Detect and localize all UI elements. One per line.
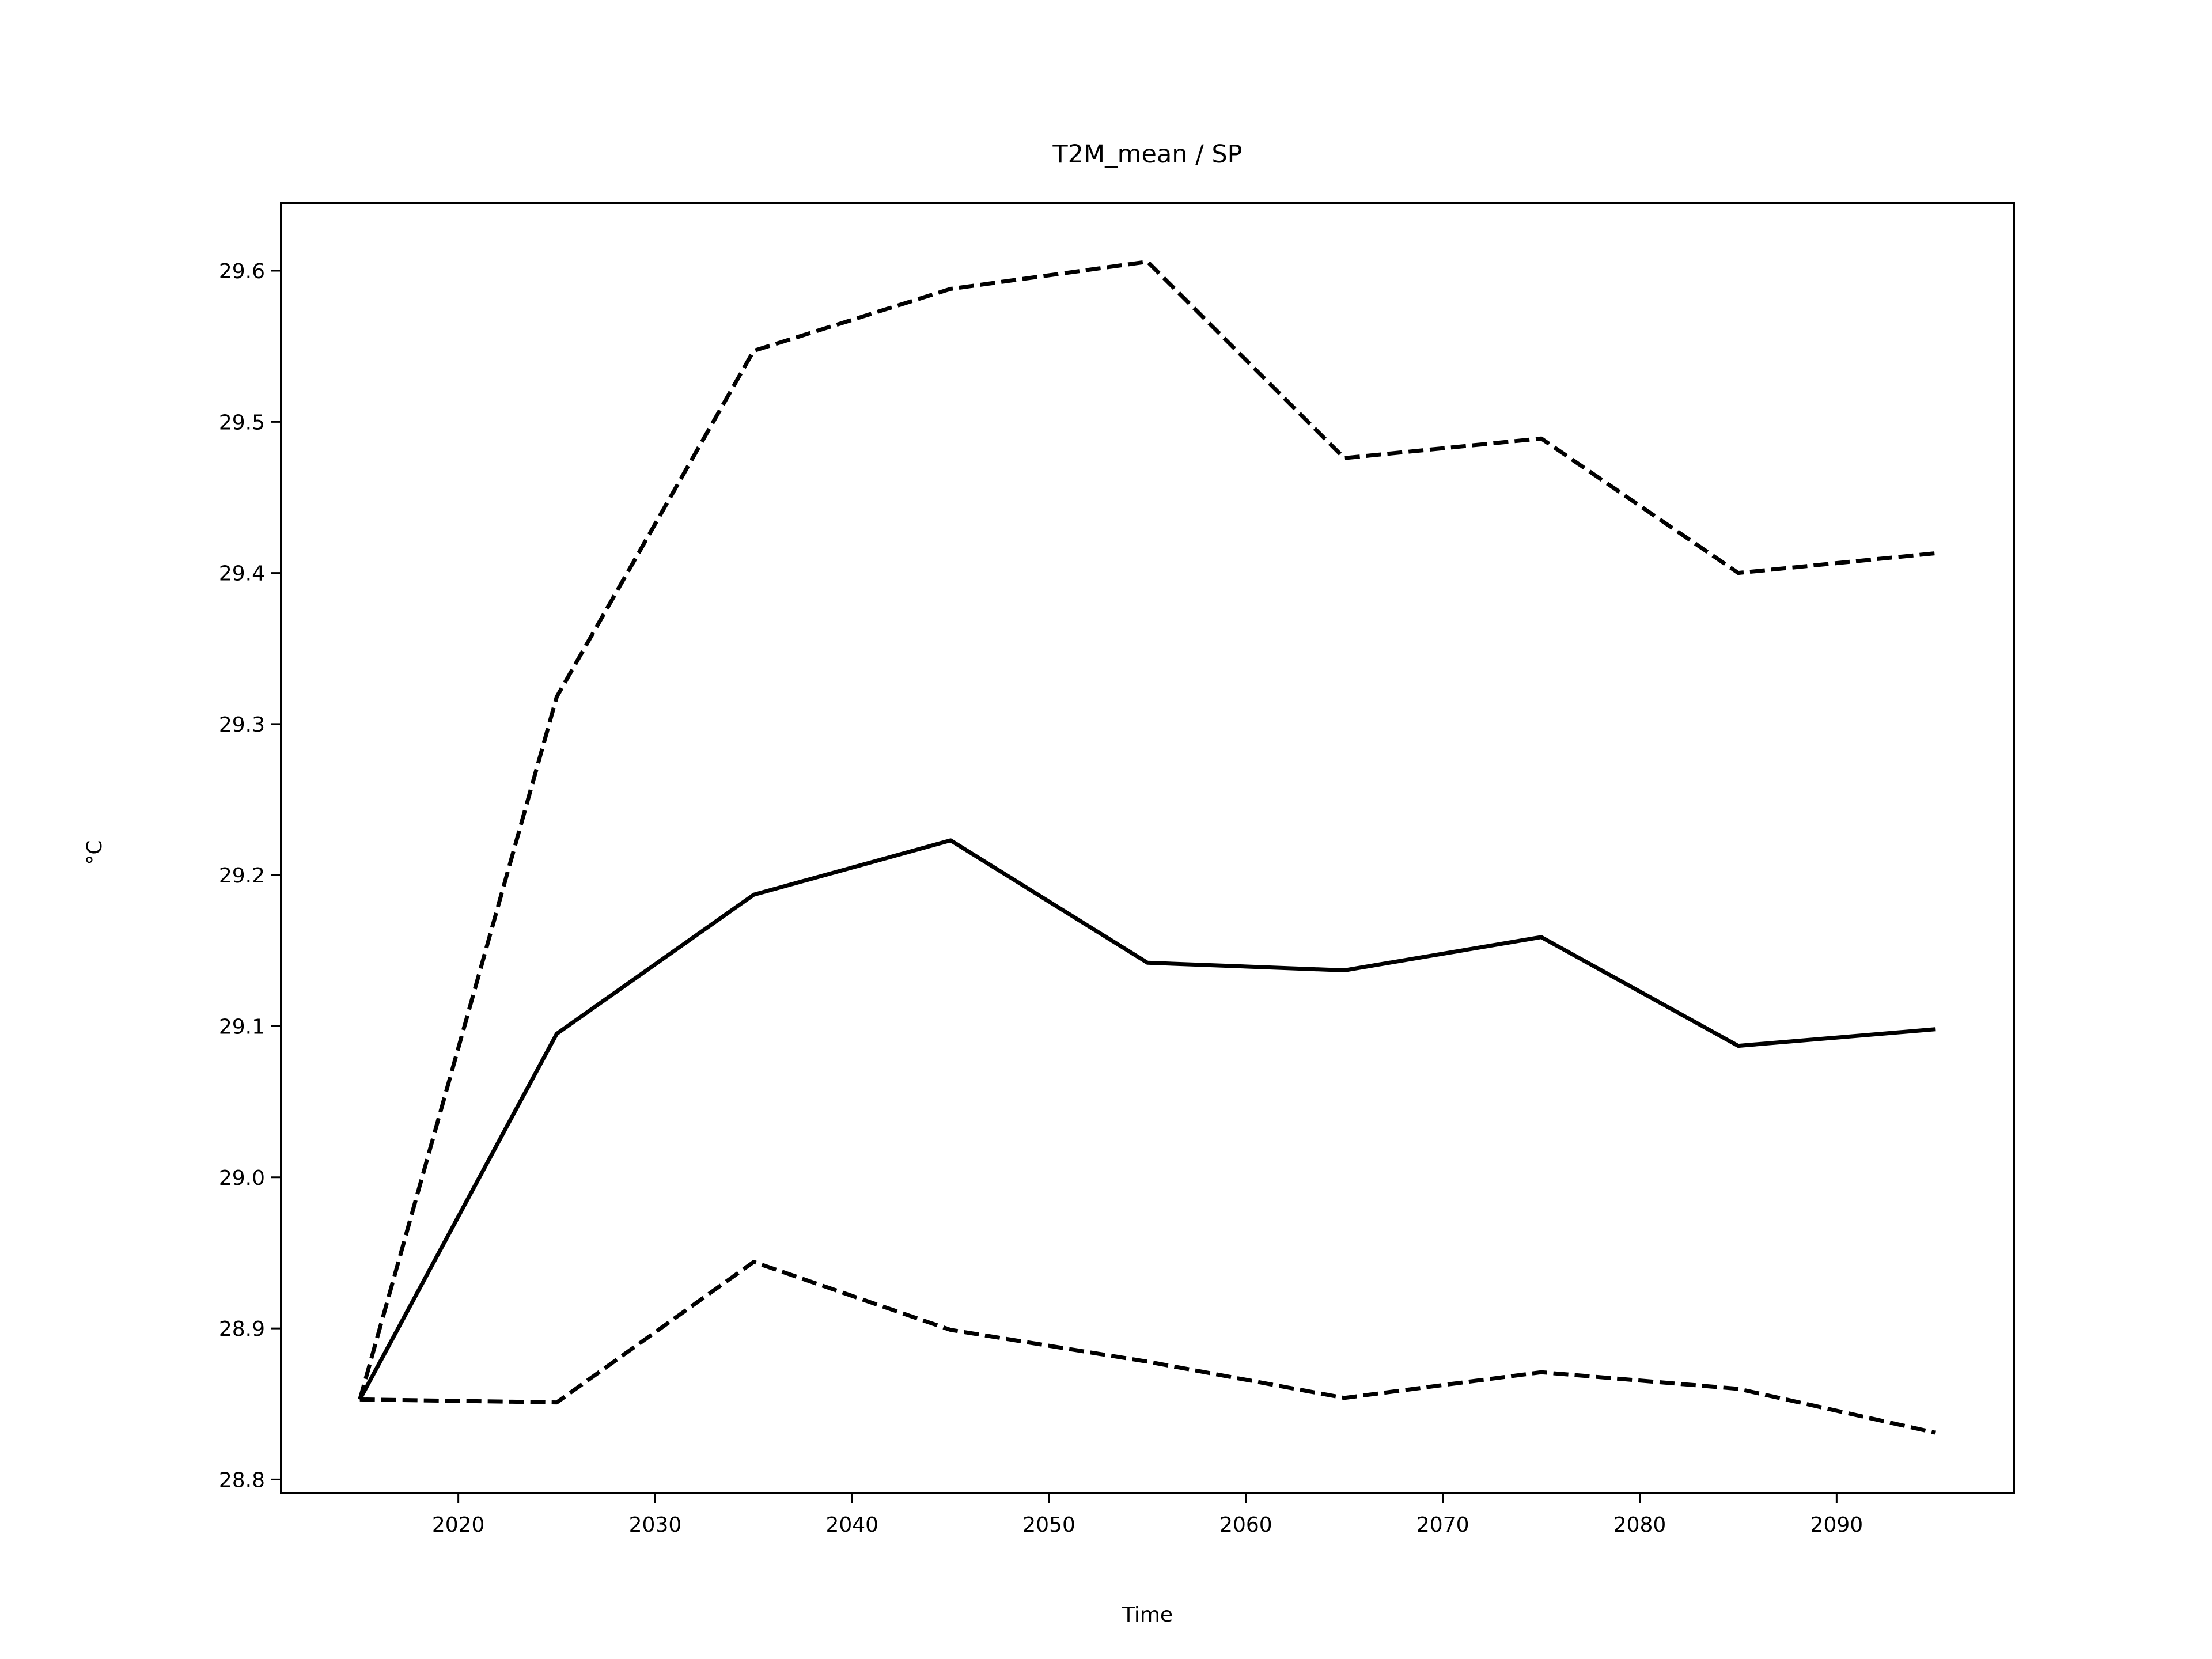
y-tick-label: 29.0 (219, 1166, 265, 1190)
x-axis: 2020 2030 2040 2050 2060 2070 2080 2090 (432, 1493, 1863, 1537)
y-axis: 28.8 28.9 29.0 29.1 29.2 29.3 29.4 29.5 29.6 (219, 260, 281, 1492)
plot-frame (280, 202, 2015, 1494)
y-tick-label: 29.3 (219, 713, 265, 737)
x-tick-label: 2060 (1219, 1513, 1272, 1537)
y-tick-label: 29.4 (219, 562, 265, 586)
x-tick-label: 2040 (825, 1513, 878, 1537)
series-line-3-dashed (359, 1260, 1936, 1435)
x-tick-label: 2080 (1613, 1513, 1666, 1537)
x-tick-label: 2030 (629, 1513, 682, 1537)
y-tick-label: 29.6 (219, 260, 265, 283)
x-tick-label: 2050 (1022, 1513, 1075, 1537)
y-tick-label: 29.5 (219, 411, 265, 434)
y-tick-label: 28.9 (219, 1317, 265, 1341)
y-tick-label: 28.8 (219, 1468, 265, 1492)
x-tick-label: 2020 (432, 1513, 485, 1537)
chart-title: T2M_mean / SP (1052, 140, 1242, 169)
x-axis-label: Time (1122, 1603, 1173, 1627)
y-axis-label: °C (83, 840, 107, 865)
y-tick-label: 29.2 (219, 864, 265, 888)
series-line-2-dashed (358, 259, 1936, 1400)
x-tick-label: 2070 (1416, 1513, 1469, 1537)
x-tick-label: 2090 (1810, 1513, 1863, 1537)
series-layer (358, 259, 1936, 1435)
y-tick-label: 29.1 (219, 1016, 265, 1039)
series-line-1-solid (358, 838, 1936, 1401)
